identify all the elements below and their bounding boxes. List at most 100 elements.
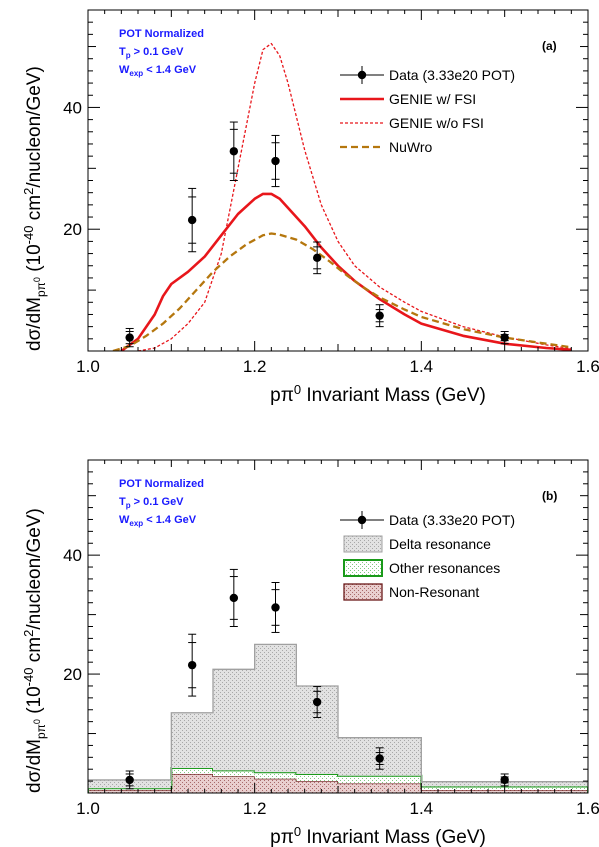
legend: Data (3.33e20 POT) GENIE w/ FSI GENIE w/o … [340,66,515,155]
y-axis-title-b: (10 [24,244,45,277]
y-axis-title-d: /nucleon/GeV) [24,508,45,629]
x-axis-title-sup: 0 [294,382,301,397]
y-axis-title-c: cm [24,195,45,226]
y-axis-title-subsup: 0 [32,719,42,724]
legend-data-marker [357,70,367,80]
y-tick-label: 40 [63,98,82,117]
y-tick-label: 20 [63,220,82,239]
annotation-wexp: Wexp < 1.4 GeV [119,64,197,78]
y-tick-label: 40 [63,546,82,565]
legend-genie-nofsi-label: GENIE w/o FSI [389,115,484,131]
nuwro-curve [112,232,572,351]
genie_fsi-curve [120,192,572,351]
x-axis-title-rest: Invariant Mass (GeV) [301,385,486,406]
annotation-wexp-main: W [119,514,130,526]
legend-other-label: Other resonances [389,560,500,576]
nonres-bin [338,783,422,793]
y-axis-title-sub: pπ [34,282,48,297]
x-tick-label: 1.6 [576,799,599,818]
plot-area [112,42,572,351]
x-tick-label: 1.0 [76,357,100,376]
y-axis-title-exp2: 2 [21,630,36,637]
data-point [125,775,134,785]
nonres-bin [254,778,297,793]
data-point [271,603,280,612]
genie_nofsi-curve [137,42,572,351]
delta-bin [213,669,255,771]
other-bin [171,768,213,774]
legend-delta-label: Delta resonance [389,536,491,552]
plot-frame [87,9,589,352]
y-axis-title-a: dσ/dM [24,739,45,793]
other-bin [296,773,338,782]
panel-label: (b) [542,489,557,503]
data-point [187,215,197,225]
x-axis-title: pπ0 Invariant Mass (GeV) [270,824,486,847]
y-axis-title-exp2: 2 [21,188,36,195]
data-point [271,156,280,166]
data-point [312,253,322,263]
annotation-tp-rest: > 0.1 GeV [131,496,185,508]
y-axis-title-exp: -40 [21,226,36,245]
data-point [500,333,509,342]
delta-bin [254,644,297,773]
data-point [229,147,239,156]
legend-other-box [343,559,383,577]
plot-area [88,568,588,793]
x-axis-title-main: pπ [270,827,294,847]
legend-nonres-box [343,583,383,601]
legend-nuwro-label: NuWro [389,139,433,155]
x-tick-label: 1.2 [243,357,267,376]
legend-delta-box [343,535,383,553]
annotation-tp: Tp > 0.1 GeV [119,496,184,510]
legend-data-marker [357,515,367,525]
annotation-wexp-main: W [119,64,130,76]
delta-outline [88,643,588,793]
legend-data-label: Data (3.33e20 POT) [389,512,515,528]
annotation-wexp: Wexp < 1.4 GeV [119,514,197,528]
other-bin [213,770,255,777]
data-point [375,311,384,320]
annotation-tp-sub: p [126,501,131,510]
x-tick-label: 1.2 [243,799,267,818]
y-axis-title: dσ/dMpπ0 (10-40 cm2/nucleon/GeV) [21,508,48,793]
data-point [312,697,322,707]
x-axis-title: pπ0 Invariant Mass (GeV) [270,382,486,406]
y-axis-title-sub: pπ [34,724,48,739]
y-axis-title-a: dσ/dM [24,297,45,351]
data-point [125,333,134,342]
data-point [375,754,384,763]
y-axis-title-b: (10 [24,686,45,719]
legend-nonres-label: Non-Resonant [389,584,479,600]
panel-label: (a) [542,39,557,53]
y-axis-title: dσ/dMpπ0 (10-40 cm2/nucleon/GeV) [21,66,48,351]
legend-data-label: Data (3.33e20 POT) [389,67,515,83]
annotation-wexp-sub: exp [129,519,143,528]
x-axis-title-sup: 0 [294,824,301,839]
data-point [229,593,239,603]
annotation-pot: POT Normalized [119,478,204,490]
nonres-bin [171,773,213,793]
y-axis-title-c: cm [24,637,45,668]
annotation-tp-main: T [119,496,126,508]
legend-genie-fsi-label: GENIE w/ FSI [389,91,476,107]
nonres-bin [88,790,172,793]
y-tick-label: 20 [63,665,82,684]
annotation-pot: POT Normalized [119,28,204,40]
annotation-tp-sub: p [126,51,131,60]
annotation-wexp-sub: exp [129,69,143,78]
delta-bin [171,712,213,769]
annotation-tp-main: T [119,46,126,58]
y-axis-title-subsup: 0 [32,277,42,282]
annotation-wexp-rest: < 1.4 GeV [143,64,197,76]
x-tick-label: 1.4 [410,357,434,376]
data-point [500,775,509,785]
other-bin [338,775,422,784]
x-axis-title-rest: Invariant Mass (GeV) [301,827,486,847]
x-tick-label: 1.0 [76,799,100,818]
annotation-wexp-rest: < 1.4 GeV [143,514,197,526]
y-axis-title-d: /nucleon/GeV) [24,66,45,187]
x-tick-label: 1.6 [576,357,599,376]
